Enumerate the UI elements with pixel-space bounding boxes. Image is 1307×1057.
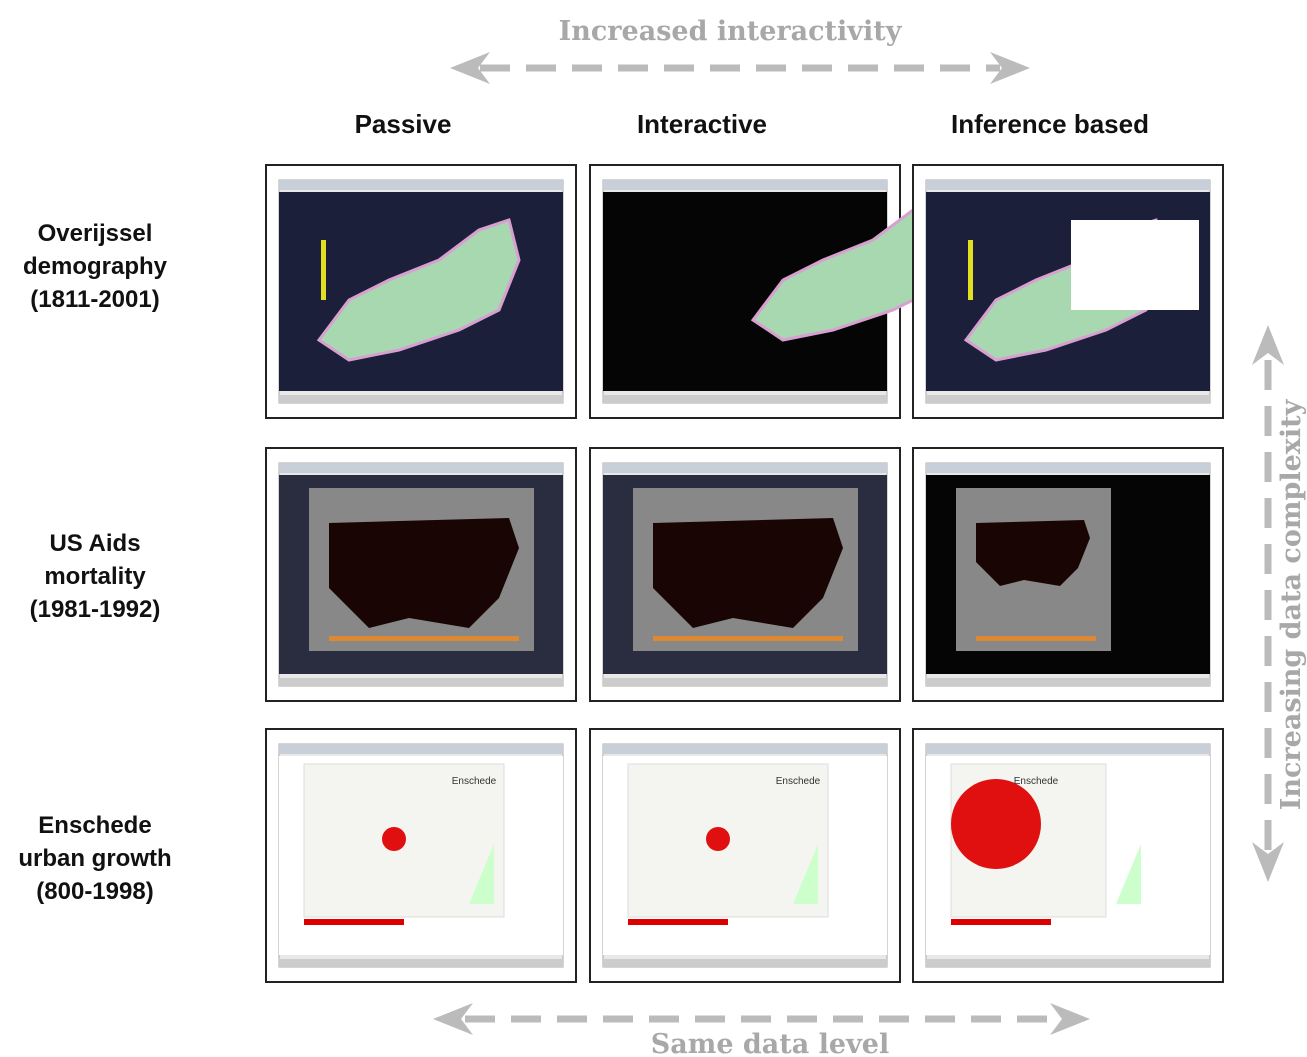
row-label: (1981-1992)	[30, 596, 161, 623]
thumbnail	[913, 448, 1223, 701]
urban-area	[382, 827, 406, 851]
urban-area	[706, 827, 730, 851]
time-slider	[304, 919, 404, 925]
control-bar	[279, 395, 563, 403]
title-bar	[603, 180, 887, 190]
thumbnail	[266, 165, 576, 418]
diagram: Increased interactivity Passive Interact…	[0, 0, 1307, 1057]
title-bar	[926, 744, 1210, 754]
top-axis-label: Increased interactivity	[559, 16, 903, 47]
color-ramp	[329, 636, 519, 641]
row-label: Overijssel	[38, 220, 153, 247]
row-label: (800-1998)	[36, 878, 153, 905]
color-ramp	[976, 636, 1096, 641]
color-ramp	[653, 636, 843, 641]
control-bar	[926, 678, 1210, 686]
thumbnail: Enschede	[913, 729, 1223, 982]
thumb-label: Enschede	[776, 776, 821, 787]
title-bar	[279, 180, 563, 190]
thumbnail	[913, 165, 1223, 418]
top-arrow	[450, 52, 1030, 84]
title-bar	[603, 463, 887, 473]
control-bar	[926, 959, 1210, 967]
column-header: Interactive	[637, 109, 767, 139]
row-label: (1811-2001)	[30, 286, 159, 313]
title-bar	[279, 463, 563, 473]
title-bar	[603, 744, 887, 754]
side-axis-label: Increasing data complexity	[1276, 398, 1307, 810]
title-bar	[279, 744, 563, 754]
row-label: mortality	[44, 563, 146, 590]
chart-panel	[1071, 220, 1199, 310]
row-label: urban growth	[18, 845, 171, 872]
thumb-label: Enschede	[452, 776, 497, 787]
control-bar	[926, 395, 1210, 403]
title-bar	[926, 463, 1210, 473]
column-header: Passive	[355, 109, 452, 139]
legend-bar	[968, 240, 973, 300]
control-bar	[603, 959, 887, 967]
bottom-axis-label: Same data level	[651, 1029, 889, 1057]
row-label: Enschede	[38, 812, 151, 839]
row-label: US Aids	[49, 530, 140, 557]
control-bar	[603, 678, 887, 686]
title-bar	[926, 180, 1210, 190]
control-bar	[279, 678, 563, 686]
urban-area	[951, 779, 1041, 869]
time-slider	[951, 919, 1051, 925]
thumb-label: Enschede	[1014, 776, 1059, 787]
thumbnail	[590, 165, 953, 418]
thumbnail: Enschede	[590, 729, 900, 982]
control-bar	[279, 959, 563, 967]
thumbnail	[590, 448, 900, 701]
time-slider	[628, 919, 728, 925]
row-label: demography	[23, 253, 168, 280]
thumbnail: Enschede	[266, 729, 576, 982]
control-bar	[603, 395, 887, 403]
legend-bar	[321, 240, 326, 300]
column-header: Inference based	[951, 109, 1149, 139]
thumbnail	[266, 448, 576, 701]
